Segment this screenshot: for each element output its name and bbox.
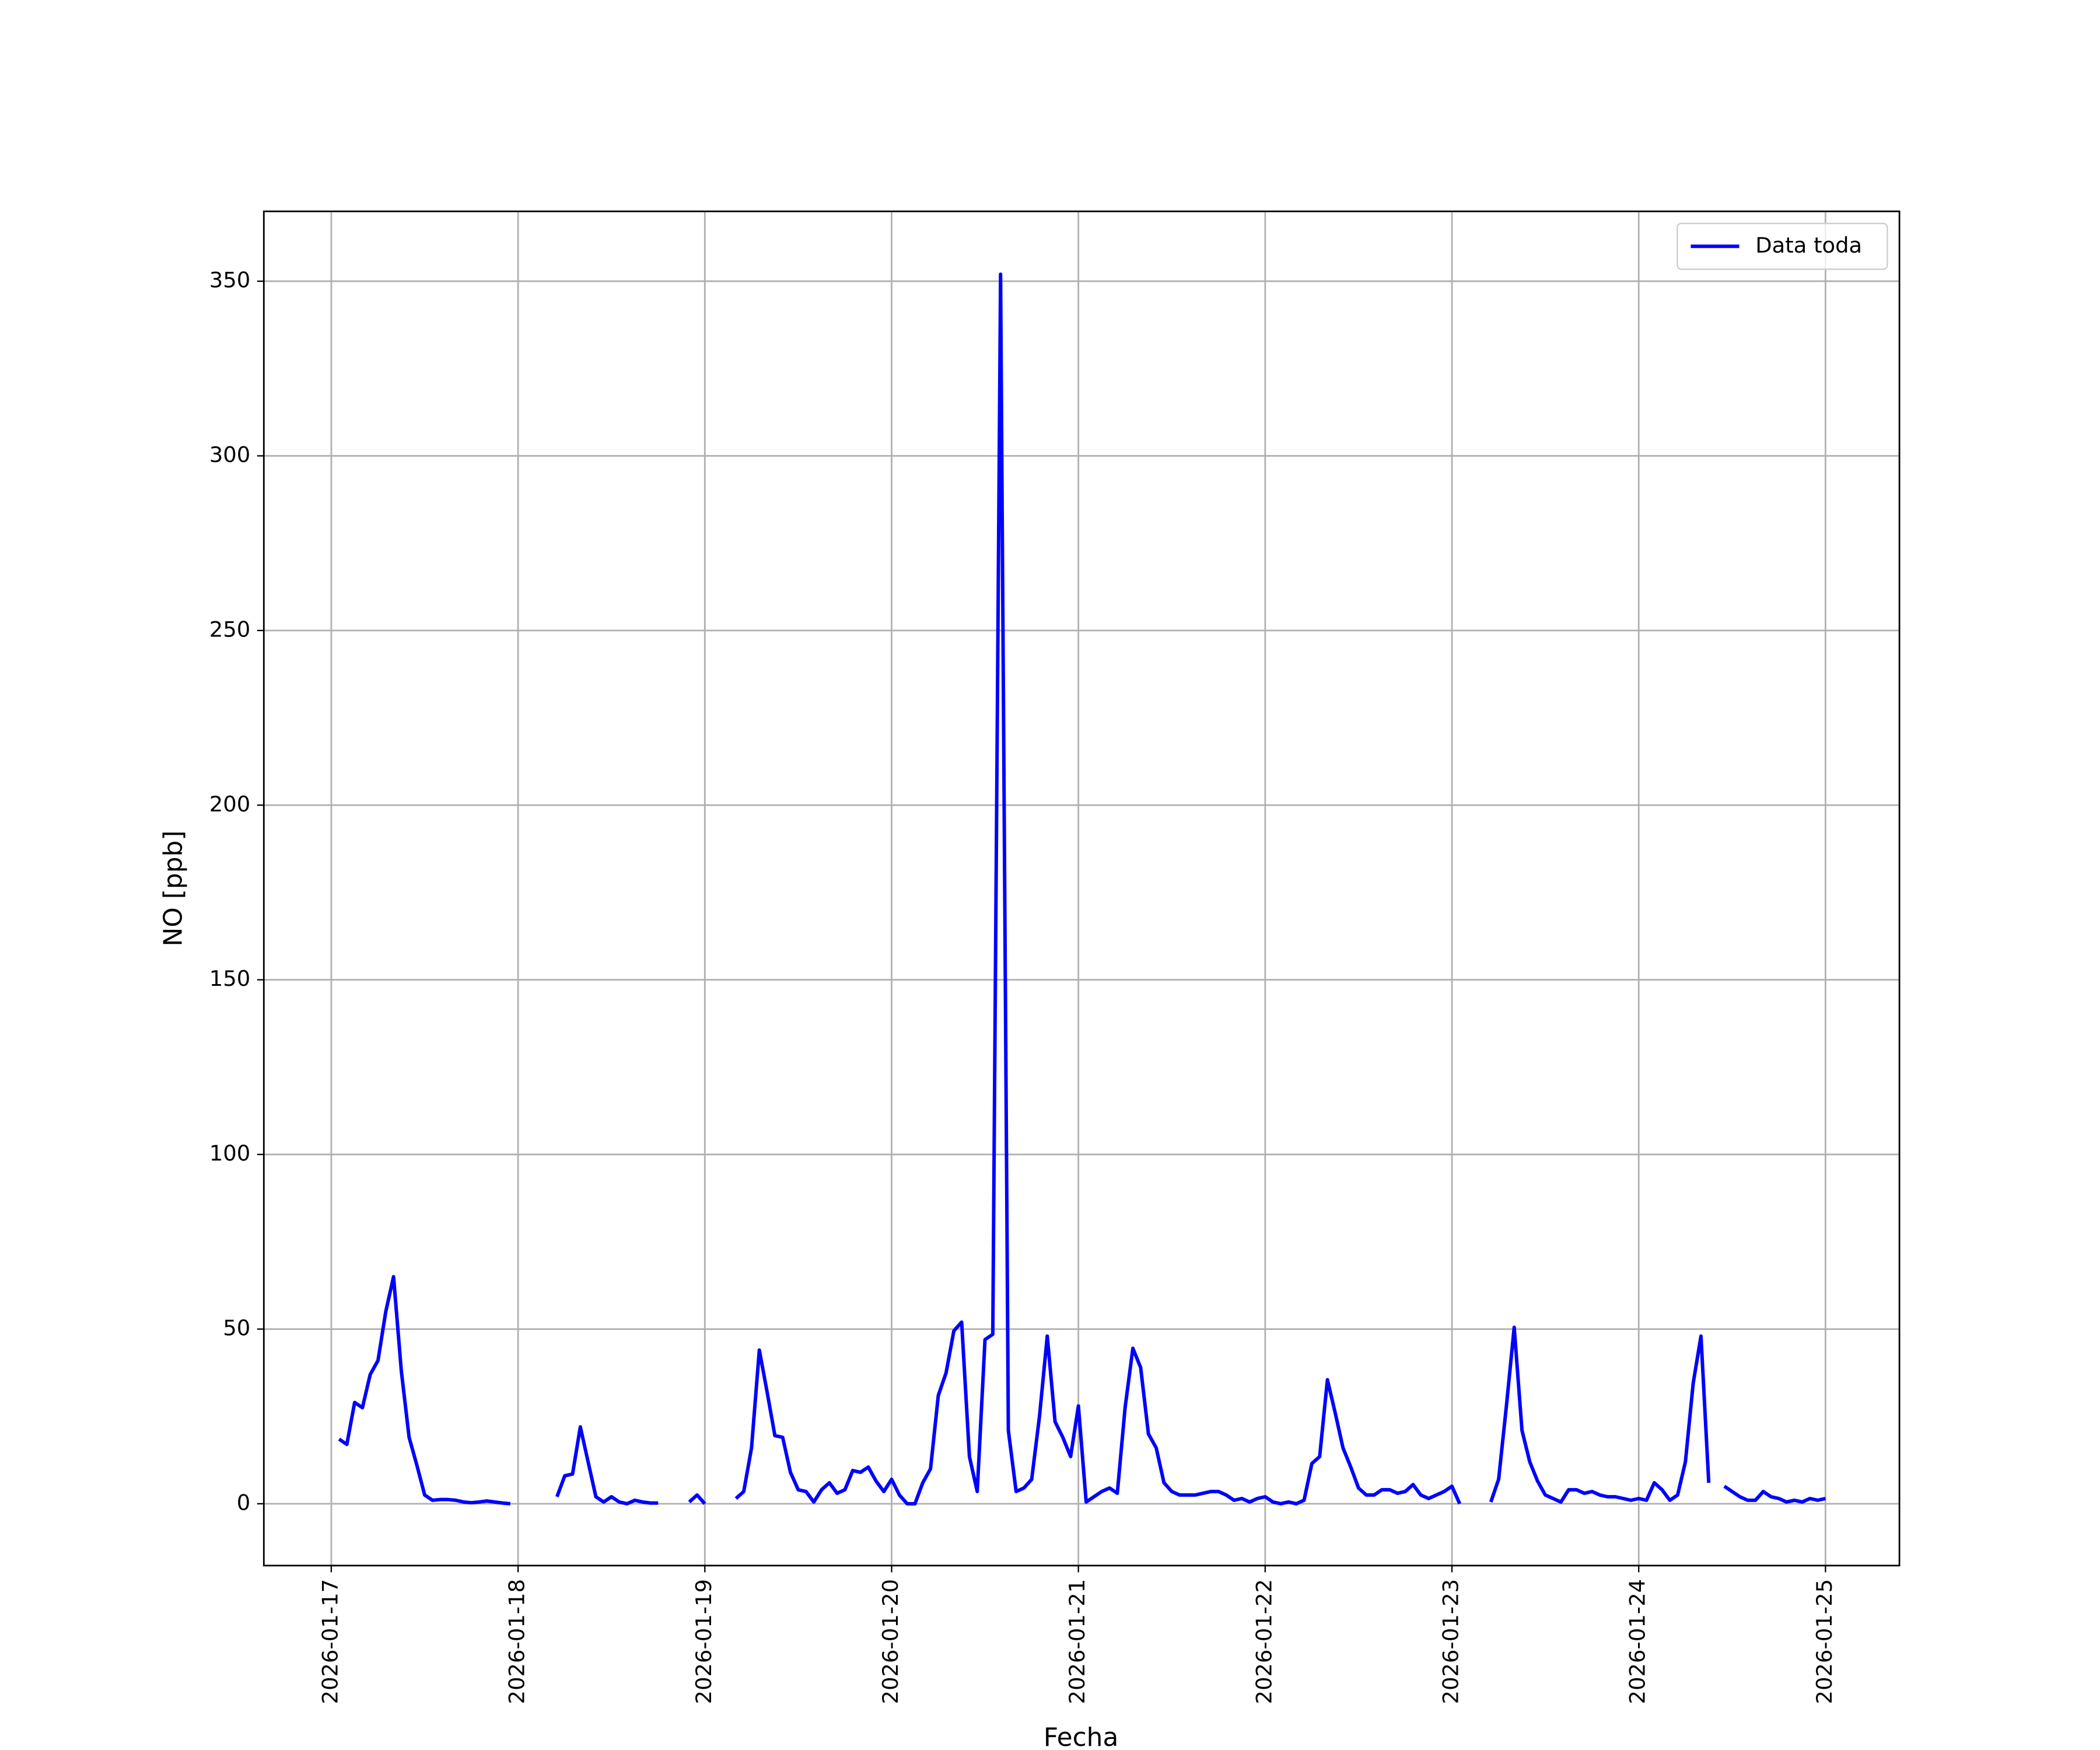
x-tick-label: 2026-01-20 [878, 1579, 903, 1704]
x-tick-label: 2026-01-25 [1812, 1579, 1837, 1704]
y-tick-label: 250 [209, 617, 250, 642]
y-tick-label: 300 [209, 442, 250, 467]
y-axis-label: NO [ppb] [159, 831, 188, 947]
legend-box [1676, 222, 1888, 270]
x-tick-label: 2026-01-24 [1625, 1579, 1650, 1704]
x-tick-label: 2026-01-19 [691, 1579, 716, 1704]
x-tick-label: 2026-01-21 [1065, 1579, 1090, 1704]
x-tick-label: 2026-01-22 [1251, 1579, 1276, 1704]
y-tick-label: 350 [209, 268, 250, 293]
legend-label: Data toda [1755, 233, 1862, 258]
x-axis-label: Fecha [1044, 1723, 1119, 1750]
data-line [338, 272, 1826, 1506]
y-tick-label: 100 [209, 1141, 250, 1166]
y-tick-label: 50 [223, 1315, 250, 1340]
x-tick-label: 2026-01-23 [1438, 1579, 1464, 1704]
x-tick-label: 2026-01-18 [505, 1579, 530, 1704]
y-tick-label: 200 [209, 792, 250, 817]
plot-frame [262, 210, 1901, 1567]
x-tick-label: 2026-01-17 [317, 1579, 342, 1704]
y-tick-label: 0 [237, 1490, 250, 1515]
y-tick-label: 150 [209, 966, 250, 991]
